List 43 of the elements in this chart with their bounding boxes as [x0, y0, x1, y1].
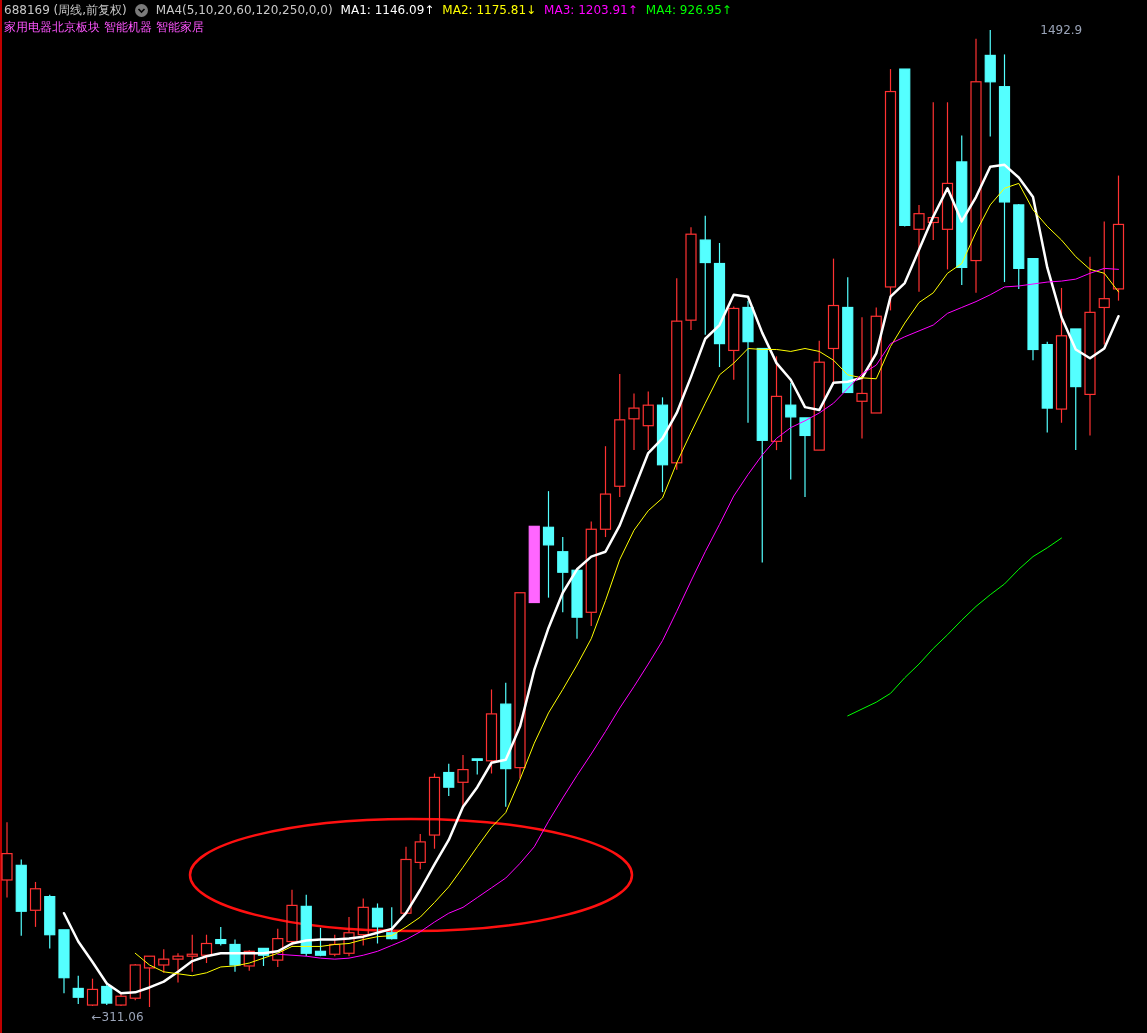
candlestick	[457, 754, 469, 808]
text: MA1: 1146.09↑	[340, 2, 435, 19]
candlestick	[58, 929, 70, 994]
candlestick	[542, 490, 555, 599]
chart-title: 688169 (周线,前复权)	[4, 2, 127, 19]
candlestick	[1070, 328, 1082, 451]
candlestick	[742, 300, 754, 424]
candlestick	[970, 38, 982, 294]
text: MA4: 926.95↑	[645, 2, 732, 19]
candlestick	[984, 29, 996, 138]
candlestick	[785, 382, 797, 481]
candlestick	[172, 952, 184, 984]
candlestick	[856, 316, 868, 439]
text: ←311.06	[91, 1010, 144, 1024]
candlestick	[514, 592, 526, 779]
candlestick	[1098, 220, 1110, 346]
candlestick	[1084, 256, 1096, 437]
candlestick	[1027, 258, 1039, 361]
annotation: 1492.9	[1040, 23, 1083, 37]
candlestick	[685, 226, 697, 331]
candlestick	[571, 569, 583, 640]
candlestick	[913, 204, 925, 293]
candlestick	[713, 242, 726, 368]
candlestick	[528, 525, 540, 604]
candlestick	[143, 955, 156, 1008]
candlestick	[699, 215, 711, 336]
candlestick	[628, 392, 640, 451]
chart-subtitle: 家用电器北京板块 智能机器 智能家居	[4, 19, 205, 36]
candlestick	[941, 101, 954, 270]
text: MA3: 1203.91↑	[544, 2, 638, 19]
candlestick	[343, 916, 355, 957]
candlestick	[998, 53, 1011, 283]
candlestick	[728, 305, 740, 381]
candlestick	[1, 821, 13, 899]
candlestick	[799, 417, 811, 498]
candlestick	[842, 276, 854, 394]
legend-title: MA4(5,10,20,60,120,250,0,0)	[155, 2, 333, 19]
candlestick	[827, 258, 840, 384]
candlestick	[400, 846, 412, 914]
text: MA2: 1175.81↓	[442, 2, 537, 19]
candlestick	[756, 347, 768, 564]
candlestick	[813, 340, 825, 451]
candlestick	[500, 682, 512, 808]
